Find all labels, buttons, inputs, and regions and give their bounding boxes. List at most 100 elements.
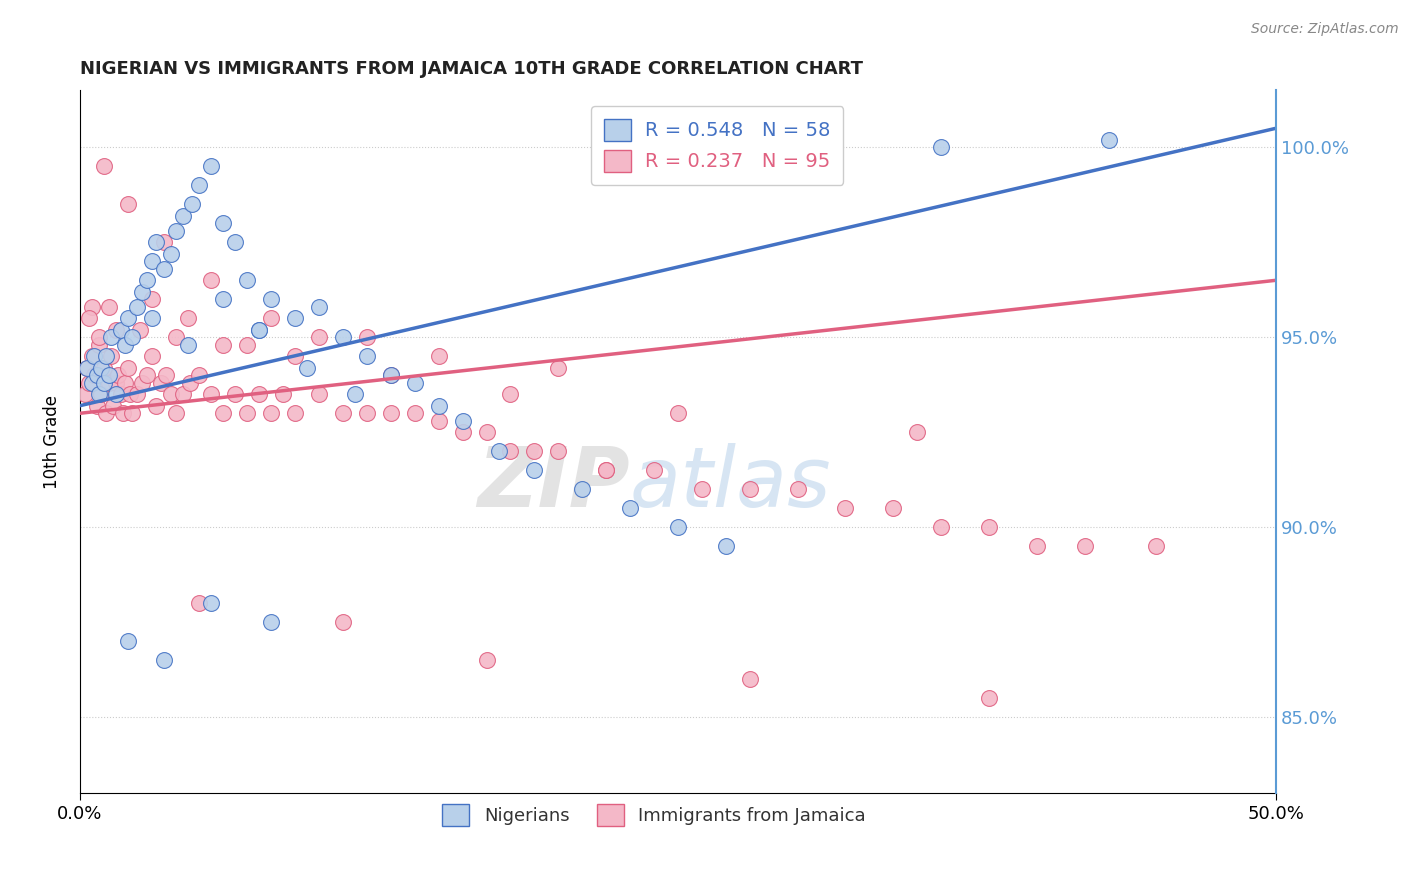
Point <box>111 406 134 420</box>
Point <box>145 235 167 250</box>
Point <box>404 376 426 390</box>
Point <box>308 330 330 344</box>
Point <box>165 406 187 420</box>
Point <box>977 520 1000 534</box>
Point <box>356 406 378 420</box>
Point <box>121 406 143 420</box>
Text: ZIP: ZIP <box>478 443 630 524</box>
Point <box>145 399 167 413</box>
Point <box>86 368 108 383</box>
Point <box>141 254 163 268</box>
Point <box>404 406 426 420</box>
Point <box>188 596 211 610</box>
Point <box>97 368 120 383</box>
Point <box>100 330 122 344</box>
Point <box>260 311 283 326</box>
Point <box>90 387 112 401</box>
Point <box>451 425 474 440</box>
Point <box>308 387 330 401</box>
Point <box>1073 539 1095 553</box>
Point <box>96 349 118 363</box>
Point <box>172 209 194 223</box>
Point <box>224 235 246 250</box>
Point <box>380 406 402 420</box>
Text: Source: ZipAtlas.com: Source: ZipAtlas.com <box>1251 22 1399 37</box>
Point <box>284 406 307 420</box>
Point <box>110 387 132 401</box>
Point <box>929 140 952 154</box>
Point <box>332 406 354 420</box>
Point <box>141 349 163 363</box>
Point <box>117 634 139 648</box>
Point <box>86 399 108 413</box>
Point <box>295 360 318 375</box>
Point <box>260 406 283 420</box>
Point <box>356 349 378 363</box>
Point <box>260 615 283 630</box>
Point <box>1025 539 1047 553</box>
Point <box>165 330 187 344</box>
Point <box>260 293 283 307</box>
Point <box>79 311 101 326</box>
Point <box>110 323 132 337</box>
Point <box>224 387 246 401</box>
Point <box>83 349 105 363</box>
Point <box>188 178 211 193</box>
Point <box>176 338 198 352</box>
Point <box>1144 539 1167 553</box>
Point <box>571 483 593 497</box>
Point <box>475 425 498 440</box>
Point <box>159 246 181 260</box>
Point <box>76 360 98 375</box>
Point <box>93 159 115 173</box>
Point <box>93 376 115 390</box>
Point <box>882 501 904 516</box>
Point <box>738 673 761 687</box>
Point <box>595 463 617 477</box>
Point <box>523 463 546 477</box>
Point <box>308 300 330 314</box>
Point <box>127 387 149 401</box>
Point <box>172 387 194 401</box>
Point <box>159 387 181 401</box>
Point <box>76 360 98 375</box>
Point <box>117 360 139 375</box>
Point <box>247 323 270 337</box>
Point <box>188 368 211 383</box>
Point <box>97 376 120 390</box>
Point <box>427 349 450 363</box>
Point <box>150 376 173 390</box>
Point <box>619 501 641 516</box>
Point <box>212 216 235 230</box>
Point <box>79 376 101 390</box>
Point <box>929 520 952 534</box>
Point <box>499 387 522 401</box>
Point <box>738 483 761 497</box>
Point <box>451 414 474 428</box>
Point <box>152 235 174 250</box>
Point <box>135 273 157 287</box>
Point <box>834 501 856 516</box>
Point <box>1097 133 1119 147</box>
Point <box>427 414 450 428</box>
Point <box>117 197 139 211</box>
Point <box>114 376 136 390</box>
Point <box>155 368 177 383</box>
Point <box>103 399 125 413</box>
Point <box>666 406 689 420</box>
Point <box>104 376 127 390</box>
Point <box>499 444 522 458</box>
Point <box>690 483 713 497</box>
Point <box>87 387 110 401</box>
Point <box>80 376 103 390</box>
Point <box>247 323 270 337</box>
Point <box>131 376 153 390</box>
Point <box>83 368 105 383</box>
Point <box>284 311 307 326</box>
Point <box>152 261 174 276</box>
Point <box>343 387 366 401</box>
Point <box>121 330 143 344</box>
Point <box>135 368 157 383</box>
Point <box>547 360 569 375</box>
Point <box>80 300 103 314</box>
